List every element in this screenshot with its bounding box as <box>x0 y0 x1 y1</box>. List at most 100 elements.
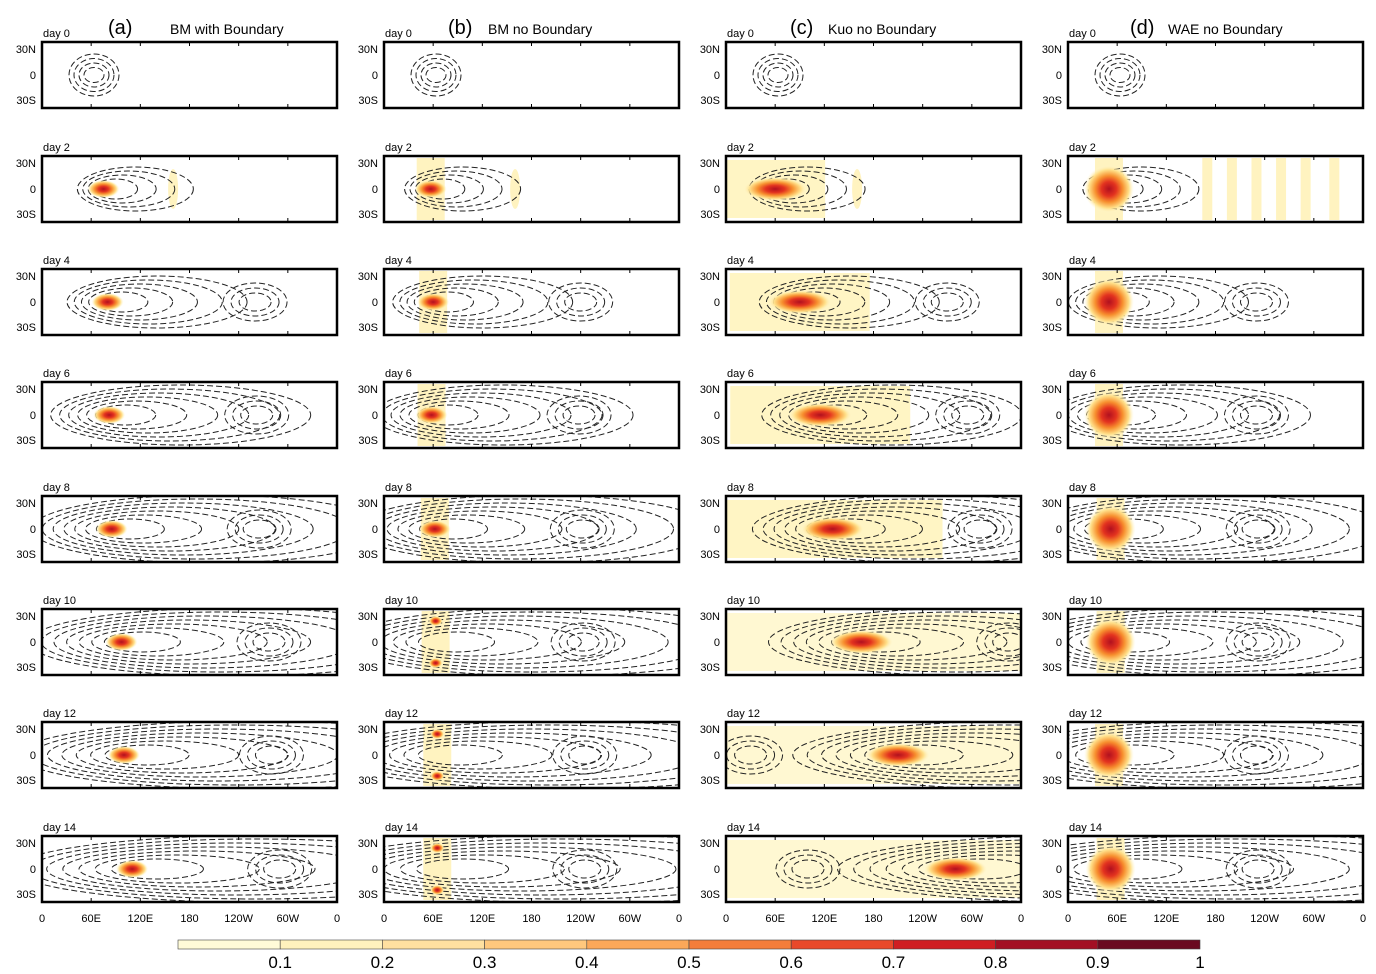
day-label: day 12 <box>43 708 76 720</box>
contour-line <box>1231 400 1281 430</box>
panel: day 4 30N 0 30S <box>1042 255 1365 337</box>
y-tick-label: 30N <box>1042 384 1062 396</box>
contour-line <box>878 744 964 766</box>
contour-line <box>947 509 1013 549</box>
y-tick-label: 30S <box>700 662 720 674</box>
column-title: BM with Boundary <box>170 21 284 37</box>
colorbar-label: 0.7 <box>882 953 906 972</box>
y-tick-label: 30S <box>1042 322 1062 334</box>
contour-line <box>59 388 281 442</box>
x-tick-label: 60E <box>423 913 443 925</box>
y-tick-label: 30N <box>1042 44 1062 56</box>
heating-blob <box>1085 505 1136 553</box>
contour-line <box>1068 623 1257 661</box>
colorbar-swatch <box>382 939 485 950</box>
y-tick-label: 30N <box>700 838 720 850</box>
panel: day 10 30N 0 30S <box>16 595 339 677</box>
panel: day 8 30N 0 30S <box>16 482 339 564</box>
panel: day 8 30N 0 30S <box>700 482 1023 564</box>
contour-line <box>869 843 1021 895</box>
column-title: Kuo no Boundary <box>828 21 936 37</box>
panel: day 12 30N 0 30S <box>700 708 1023 790</box>
day-label: day 10 <box>43 595 76 607</box>
contour-line <box>61 732 337 778</box>
panel: day 6 30N 0 30S <box>358 368 681 450</box>
contour-line <box>73 279 223 325</box>
contour-line <box>384 496 679 562</box>
contour-line <box>83 67 105 83</box>
y-tick-label: 30N <box>358 44 378 56</box>
panel: day 0 30N 0 30S <box>700 28 1023 110</box>
panel: day 12 30N 0 30S <box>16 708 339 790</box>
panel: day 4 30N 0 30S <box>358 255 681 337</box>
column-title: WAE no Boundary <box>1168 21 1283 37</box>
day-label: day 12 <box>1069 708 1102 720</box>
contour-line <box>768 609 1021 675</box>
heating-blob <box>116 860 149 878</box>
y-tick-label: 0 <box>30 864 36 876</box>
contour-line <box>62 846 337 892</box>
contour-line <box>392 275 574 329</box>
y-tick-label: 30S <box>1042 435 1062 447</box>
contour-line <box>751 496 1021 562</box>
contour-line <box>864 740 1014 770</box>
y-tick-label: 30S <box>358 889 378 901</box>
contour-line <box>232 400 282 430</box>
contour-line <box>1082 283 1200 321</box>
contour-line <box>1231 740 1281 770</box>
y-tick-label: 0 <box>714 297 720 309</box>
contour-line <box>42 836 337 902</box>
heating-band <box>168 169 179 209</box>
y-tick-label: 30S <box>16 435 36 447</box>
y-tick-label: 30N <box>16 158 36 170</box>
contour-line <box>404 166 522 212</box>
contour-line <box>734 745 768 765</box>
contour-line <box>1068 611 1363 673</box>
y-tick-label: 30S <box>358 775 378 787</box>
colorbar-swatch <box>484 939 588 950</box>
day-label: day 0 <box>1069 28 1096 40</box>
panel-frame <box>40 267 339 337</box>
y-tick-label: 30N <box>16 384 36 396</box>
contour-line <box>52 502 314 556</box>
contour-line <box>87 174 157 204</box>
contour-line <box>78 623 268 661</box>
colorbar-swatch <box>995 939 1099 950</box>
panel-frame <box>382 40 681 110</box>
colorbar-label: 1 <box>1195 953 1204 972</box>
contour-line <box>963 519 997 539</box>
heating-blob <box>1083 278 1134 326</box>
contour-line <box>1087 170 1181 208</box>
day-label: day 4 <box>1069 255 1096 267</box>
y-tick-label: 30S <box>1042 549 1062 561</box>
y-tick-label: 0 <box>30 637 36 649</box>
colorbar: 0.1 0.2 0.3 0.4 0.5 0.6 0.7 0.8 0.9 1 <box>177 939 1205 972</box>
y-tick-label: 30S <box>1042 95 1062 107</box>
heating-band <box>1300 158 1311 220</box>
contour-line <box>758 275 940 329</box>
panel: day 12 30N 0 30S <box>1042 708 1365 790</box>
x-tick-label: 0 <box>381 913 387 925</box>
colorbar-swatch <box>1097 939 1201 950</box>
contour-line <box>384 611 679 673</box>
day-label: day 12 <box>727 708 760 720</box>
day-label: day 8 <box>1069 482 1096 494</box>
heating-blob <box>743 177 808 201</box>
contour-line <box>1223 735 1289 775</box>
contour-line <box>1233 514 1283 544</box>
colorbar-label: 0.4 <box>575 953 599 972</box>
x-tick-label: 120E <box>811 913 837 925</box>
day-label: day 2 <box>727 142 754 154</box>
x-tick-label: 120E <box>1153 913 1179 925</box>
contour-line <box>384 838 679 900</box>
contour-line <box>66 275 248 329</box>
panel: day 0 30N 0 30S <box>1042 28 1365 110</box>
y-tick-label: 30N <box>700 158 720 170</box>
contour-line <box>420 178 466 200</box>
column-letter: (a) <box>108 17 132 39</box>
x-tick-label: 60W <box>1303 913 1326 925</box>
colorbar-swatch <box>790 939 894 950</box>
y-tick-label: 30N <box>16 611 36 623</box>
contour-line <box>885 846 1021 892</box>
